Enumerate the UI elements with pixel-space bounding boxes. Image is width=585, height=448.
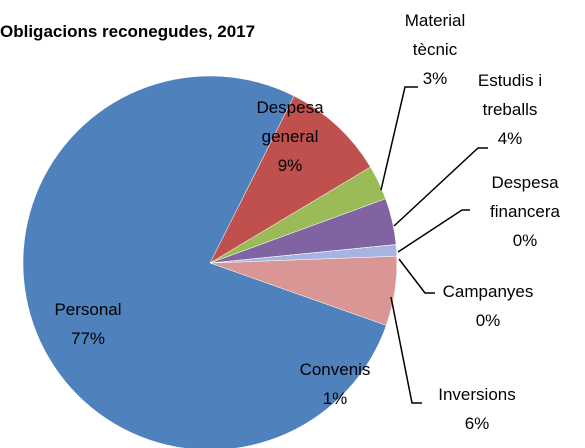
- leader-line: [397, 209, 470, 253]
- pie-slice: [22, 75, 387, 448]
- pie-slice: [209, 95, 371, 264]
- category-label: Estudis i treballs: [477, 71, 543, 119]
- value-label: 9%: [277, 156, 303, 175]
- value-label: 6%: [464, 414, 490, 433]
- leader-line: [380, 86, 418, 191]
- slice-label: Estudis i treballs 4%: [470, 66, 550, 153]
- value-label: 3%: [422, 69, 448, 88]
- category-label: Material tècnic: [404, 11, 466, 59]
- value-label: 0%: [475, 311, 501, 330]
- leader-line: [390, 296, 422, 404]
- chart-title: Obligacions reconegudes, 2017: [0, 22, 256, 41]
- slice-label: Despesa financera 0%: [478, 168, 573, 255]
- slice-label: Despesa general 9%: [248, 93, 333, 180]
- category-label: Personal: [54, 300, 122, 319]
- leader-line: [398, 258, 435, 294]
- leader-line: [393, 147, 488, 227]
- category-label: Despesa general: [256, 98, 324, 146]
- slice-label: Campanyes 0%: [433, 277, 543, 335]
- category-label: Inversions: [438, 385, 516, 404]
- value-label: 1%: [322, 389, 348, 408]
- slice-label: Material tècnic 3%: [395, 6, 475, 93]
- category-label: Campanyes: [442, 282, 534, 301]
- slice-label: Inversions 6%: [422, 380, 532, 438]
- value-label: 4%: [497, 129, 523, 148]
- slice-label: Convenis 1%: [285, 355, 385, 413]
- value-label: 0%: [512, 231, 538, 250]
- category-label: Despesa financera: [490, 173, 560, 221]
- slice-label: Personal 77%: [33, 295, 143, 353]
- category-label: Convenis: [299, 360, 371, 379]
- value-label: 77%: [70, 329, 106, 348]
